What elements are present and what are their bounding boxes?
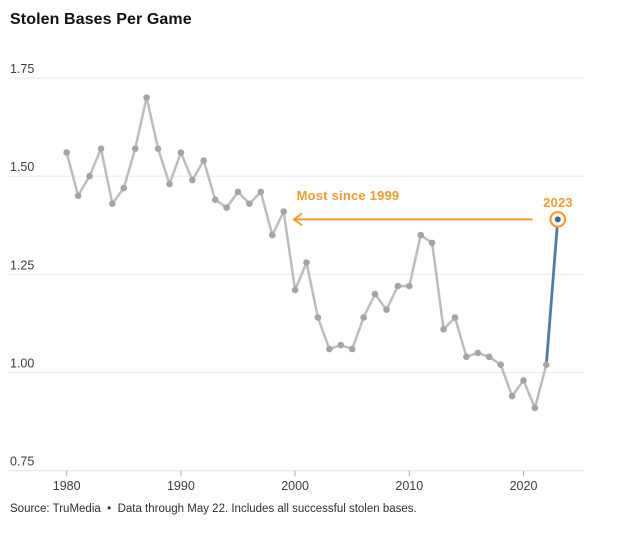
data-point xyxy=(440,326,447,333)
data-point xyxy=(360,314,367,321)
data-point xyxy=(303,259,310,266)
data-point xyxy=(394,282,402,290)
data-point xyxy=(200,157,207,164)
data-point xyxy=(508,392,516,400)
data-point xyxy=(371,290,379,298)
data-point xyxy=(269,231,276,239)
data-point xyxy=(74,192,82,200)
data-point xyxy=(234,188,242,196)
highlight-dot xyxy=(554,216,561,223)
data-point xyxy=(189,176,196,184)
data-point xyxy=(223,204,230,211)
data-point xyxy=(497,361,505,369)
data-point xyxy=(246,200,253,207)
data-point xyxy=(417,231,425,239)
data-point xyxy=(154,145,162,152)
data-point xyxy=(211,196,219,203)
data-point xyxy=(531,404,539,412)
y-tick-label: 1.50 xyxy=(10,160,34,174)
data-point xyxy=(177,149,185,156)
data-point xyxy=(97,145,105,152)
data-point xyxy=(428,239,436,247)
data-point xyxy=(451,314,459,321)
annotation-arrowhead xyxy=(292,212,303,226)
data-point xyxy=(326,345,333,353)
data-point xyxy=(406,282,413,290)
chart-title: Stolen Bases Per Game xyxy=(10,11,192,28)
data-point xyxy=(120,184,128,192)
data-point xyxy=(109,200,116,207)
series-line xyxy=(65,96,548,410)
data-point xyxy=(520,377,527,384)
data-point xyxy=(257,188,265,196)
data-point xyxy=(291,286,299,294)
y-tick-label: 1.25 xyxy=(10,258,34,272)
x-tick-label: 2000 xyxy=(281,479,309,493)
data-point xyxy=(485,353,493,361)
data-point xyxy=(314,314,322,321)
x-tick-label: 1980 xyxy=(53,479,81,493)
data-point xyxy=(280,208,288,215)
annotation-2023-label: 2023 xyxy=(543,195,573,210)
source-note: Source: TruMedia • Data through May 22. … xyxy=(10,503,417,515)
x-tick-label: 2010 xyxy=(395,479,423,493)
highlight-segment xyxy=(544,217,560,367)
data-point xyxy=(131,145,139,152)
data-point xyxy=(86,172,93,180)
data-point xyxy=(474,349,482,357)
y-tick-label: 0.75 xyxy=(10,455,34,469)
data-point xyxy=(166,180,173,188)
data-point xyxy=(463,353,470,361)
data-point xyxy=(348,345,356,353)
data-point xyxy=(337,341,345,349)
x-tick-label: 2020 xyxy=(510,479,538,493)
data-point xyxy=(543,361,550,369)
data-point xyxy=(63,149,70,156)
x-tick-label: 1990 xyxy=(167,479,195,493)
annotation-most-since-1999: Most since 1999 xyxy=(296,188,400,203)
y-tick-label: 1.75 xyxy=(10,62,34,76)
data-point xyxy=(383,306,390,314)
data-point xyxy=(143,94,150,101)
y-tick-label: 1.00 xyxy=(10,357,34,371)
